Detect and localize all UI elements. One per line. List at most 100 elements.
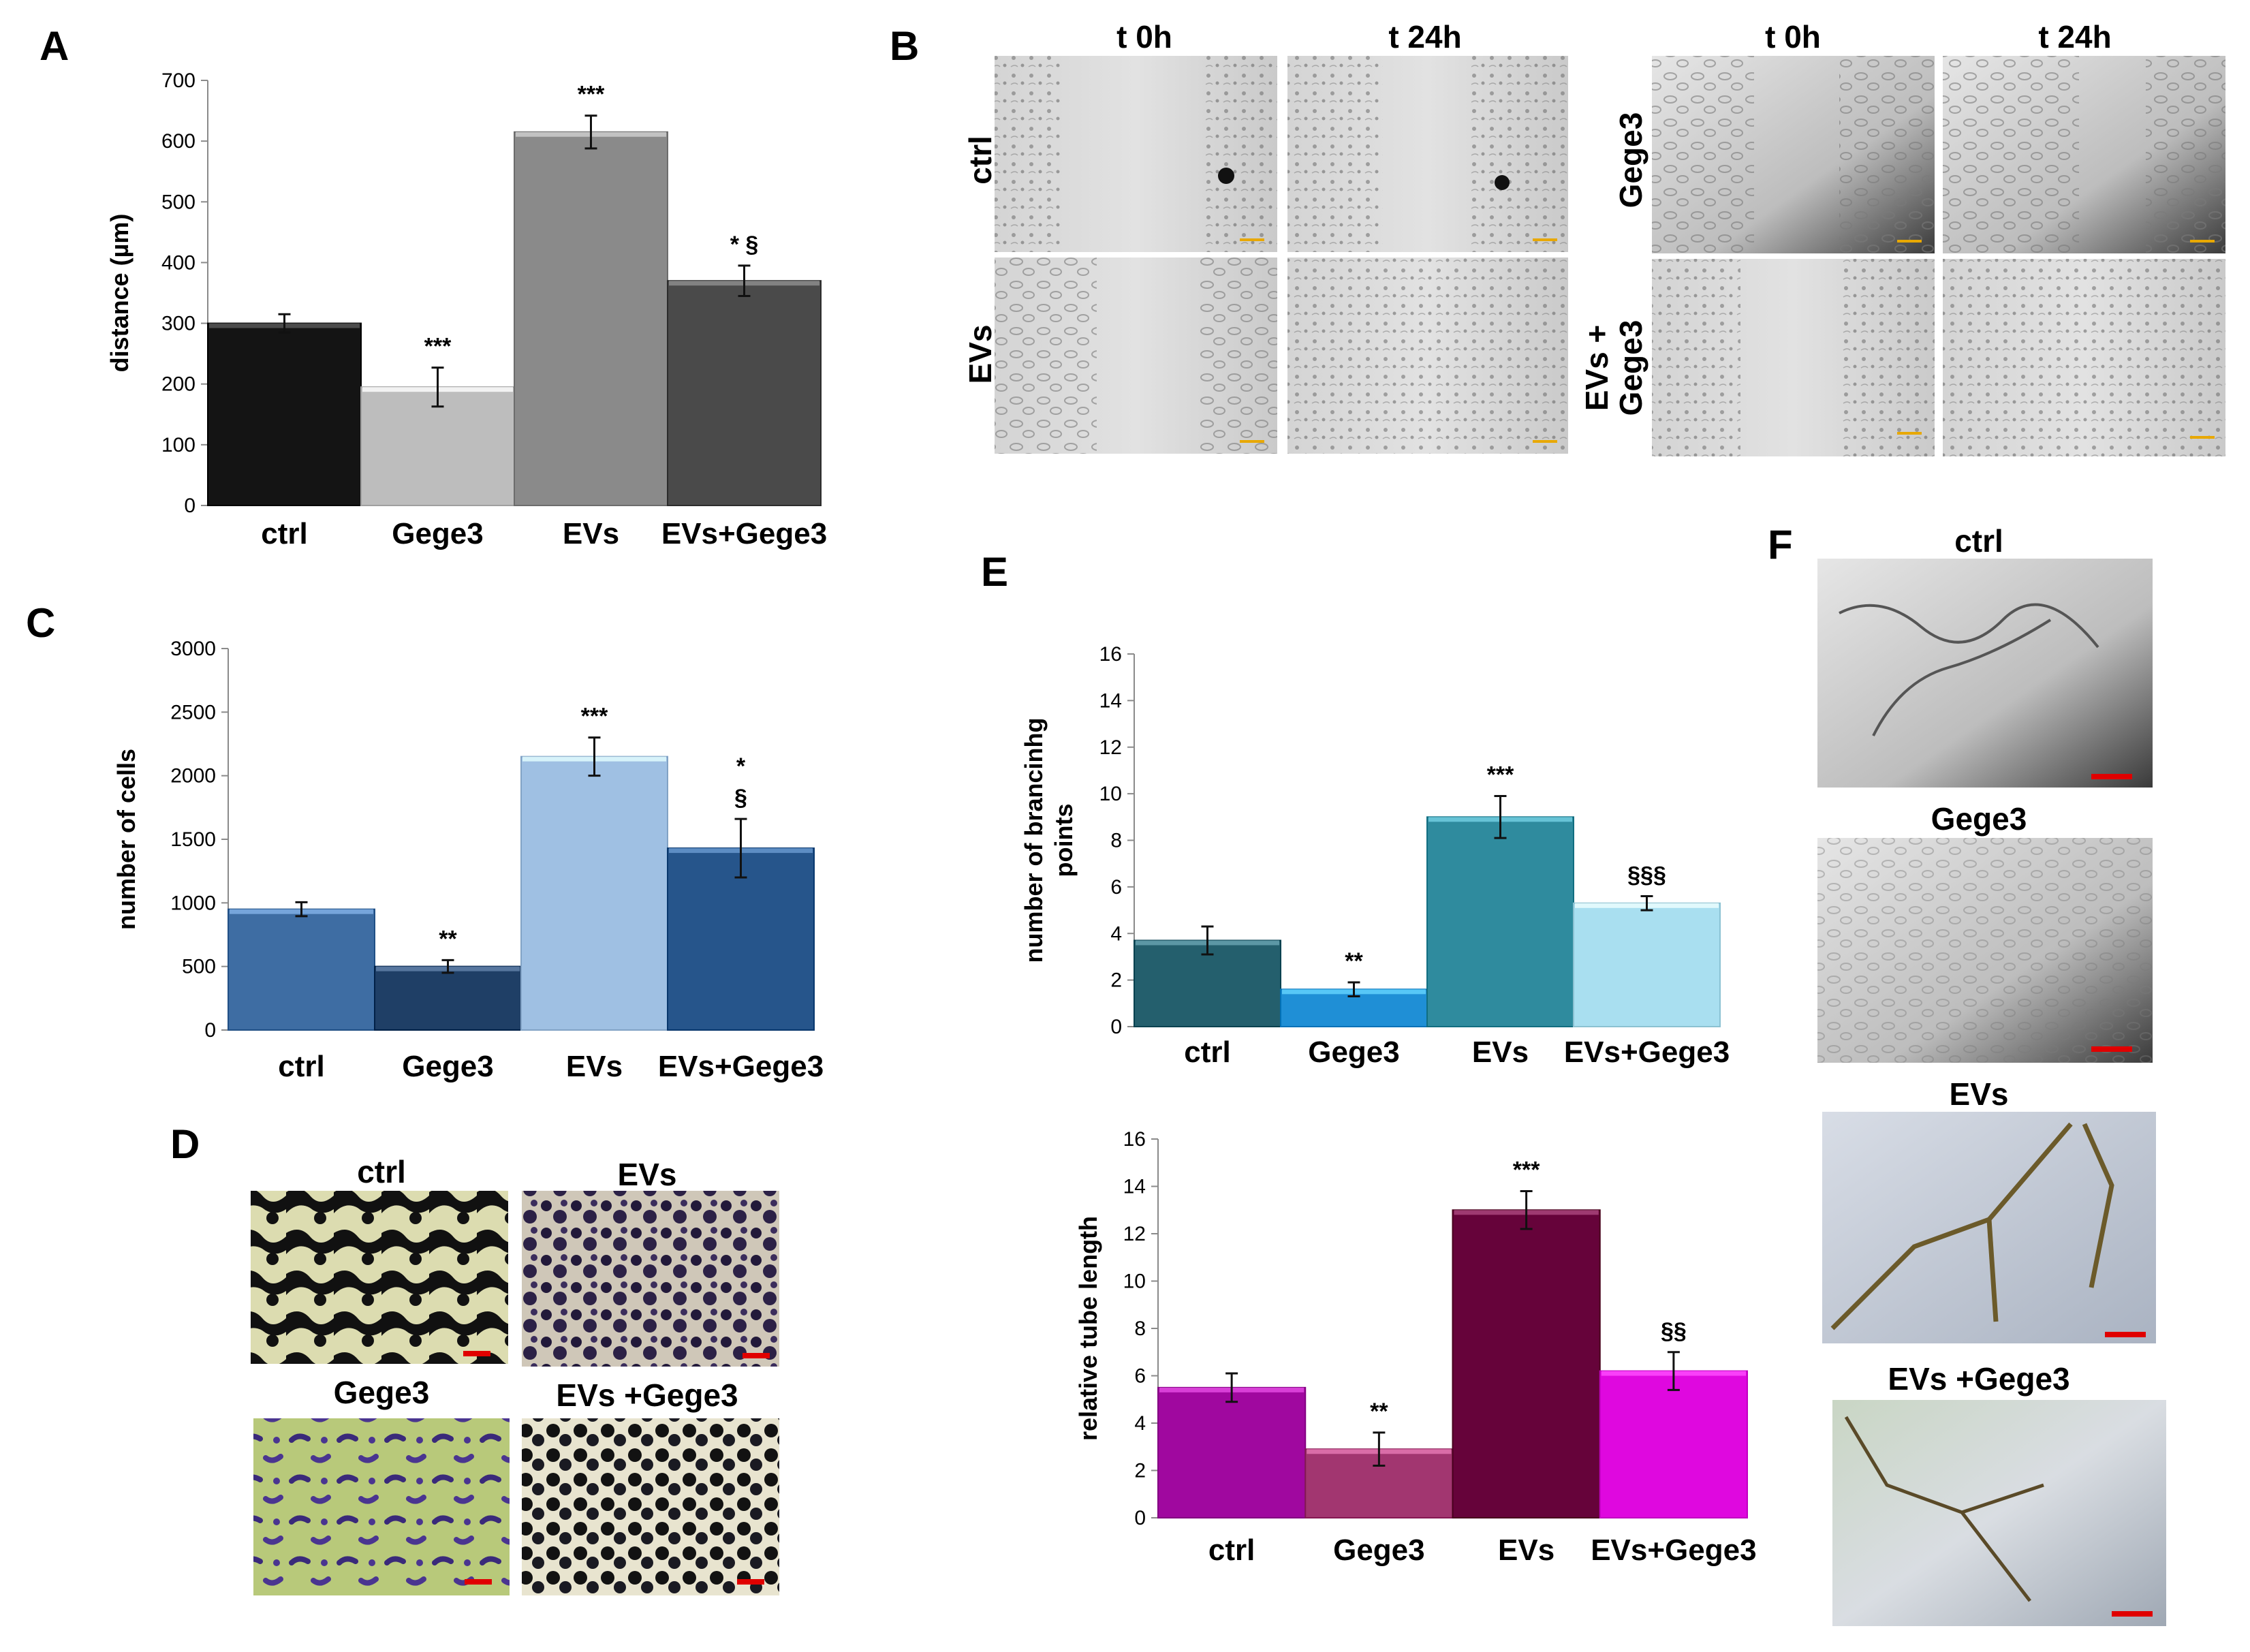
panel-d-micrograph-ctrl <box>251 1191 508 1364</box>
category-label: EVs <box>1498 1533 1554 1567</box>
panel-d-title-evs: EVs <box>618 1157 677 1192</box>
panel-d-micrograph-evs-gege3 <box>522 1418 779 1595</box>
y-tick-label: 14 <box>1123 1176 1146 1198</box>
bar <box>207 322 362 506</box>
significance-label: *** <box>581 704 608 730</box>
svg-text:Gege3: Gege3 <box>1613 320 1649 416</box>
y-tick-label: 6 <box>1110 876 1122 899</box>
y-tick-label: 1000 <box>170 892 216 914</box>
panel-b-row-label-evs: EVs <box>963 325 998 384</box>
panel-b-micrograph-gege3-24h <box>1943 56 2225 253</box>
y-tick-label: 12 <box>1099 736 1122 759</box>
y-axis-title: points <box>1050 804 1078 877</box>
y-tick-label: 16 <box>1099 643 1122 666</box>
bar <box>1573 902 1721 1028</box>
category-label: EVs <box>1472 1035 1529 1069</box>
y-axis-title: number of cells <box>112 749 140 930</box>
y-tick-label: 2 <box>1134 1460 1146 1482</box>
significance-label: *** <box>1487 762 1514 788</box>
chart-a-distance: 0 100 200 300 400 500 600 700 distance (µm) ctrl *… <box>106 69 827 550</box>
panel-c: C 0 500 1000 1500 2000 2500 3000 number of cell… <box>26 600 824 1083</box>
y-tick-label: 2000 <box>170 765 216 788</box>
panel-b-row-label-ctrl: ctrl <box>963 136 998 185</box>
panel-d-micrograph-evs <box>522 1191 779 1367</box>
panel-b-col-header-3: t 0h <box>1765 19 1821 54</box>
significance-label: ** <box>439 926 457 952</box>
bar <box>1157 1386 1307 1518</box>
panel-b: B t 0h t 24h t 0h t 24h ctrl EVs Gege3 E… <box>890 19 2225 456</box>
panel-letter-a: A <box>40 23 69 69</box>
y-tick-label: 500 <box>182 956 216 978</box>
bar <box>520 755 668 1031</box>
panel-f-micrograph-evs-gege3 <box>1832 1400 2166 1626</box>
category-label: EVs+Gege3 <box>1591 1533 1756 1567</box>
panel-f-title-evs-gege3: EVs +Gege3 <box>1888 1361 2069 1397</box>
y-tick-label: 700 <box>161 69 196 92</box>
y-tick-label: 0 <box>204 1019 216 1042</box>
panel-b-micrograph-evs-0h <box>995 258 1277 454</box>
panel-d-title-gege3: Gege3 <box>334 1375 430 1410</box>
bar <box>514 131 668 506</box>
bar <box>228 908 375 1031</box>
category-label: Gege3 <box>1308 1035 1400 1069</box>
y-tick-label: 10 <box>1099 783 1122 805</box>
bar <box>667 280 822 506</box>
panel-f-title-ctrl: ctrl <box>1954 523 2003 559</box>
panel-b-col-header-4: t 24h <box>2038 19 2111 54</box>
significance-label: ** <box>1370 1399 1388 1424</box>
category-label: ctrl <box>1208 1533 1255 1567</box>
panel-a: A 0 100 200 300 400 500 600 700 distance (µm) ctr… <box>40 23 827 550</box>
panel-letter-b: B <box>890 23 919 69</box>
chart-e-branching: 0 2 4 6 8 10 12 14 16 number of brancinhg points ct… <box>1020 643 1730 1069</box>
panel-letter-d: D <box>170 1121 200 1167</box>
panel-f-title-evs: EVs <box>1950 1076 2009 1112</box>
y-axis-title: distance (µm) <box>106 214 134 373</box>
significance-label: *** <box>578 82 605 108</box>
y-tick-label: 12 <box>1123 1223 1146 1245</box>
y-tick-label: 400 <box>161 251 196 274</box>
category-label: EVs <box>563 517 619 550</box>
panel-d-title-ctrl: ctrl <box>357 1154 406 1189</box>
y-tick-label: 500 <box>161 191 196 213</box>
panel-b-micrograph-evs-gege3-24h <box>1943 259 2225 456</box>
y-tick-label: 2500 <box>170 701 216 723</box>
y-tick-label: 200 <box>161 373 196 396</box>
y-tick-label: 8 <box>1110 830 1122 852</box>
y-tick-label: 600 <box>161 130 196 153</box>
category-label: EVs+Gege3 <box>1564 1035 1730 1069</box>
significance-label: §§§ <box>1627 862 1666 888</box>
panel-f: F ctrl Gege3 EVs EVs +Gege3 <box>1768 522 2166 1626</box>
y-axis-title: relative tube length <box>1074 1216 1102 1441</box>
y-tick-label: 3000 <box>170 638 216 660</box>
significance-label: *** <box>1513 1157 1540 1183</box>
significance-label: ** <box>1345 948 1363 974</box>
category-label: EVs <box>566 1050 623 1083</box>
y-tick-label: 0 <box>184 495 196 517</box>
panel-b-col-header-2: t 24h <box>1388 19 1461 54</box>
chart-c-cells: 0 500 1000 1500 2000 2500 3000 number of cells c… <box>112 638 824 1083</box>
panel-b-micrograph-ctrl-24h <box>1287 56 1568 252</box>
panel-e: E 0 2 4 6 8 10 12 14 16 number of brancinhg points… <box>981 549 1757 1567</box>
y-tick-label: 1500 <box>170 828 216 851</box>
category-label: ctrl <box>278 1050 324 1083</box>
panel-d: D ctrl EVs Gege3 EVs +Gege3 <box>170 1121 779 1595</box>
bar <box>1599 1370 1748 1519</box>
y-tick-label: 300 <box>161 313 196 335</box>
panel-f-micrograph-ctrl <box>1817 559 2153 788</box>
panel-b-micrograph-evs-gege3-0h <box>1652 259 1935 456</box>
panel-b-micrograph-gege3-0h <box>1652 56 1935 253</box>
panel-b-micrograph-evs-24h <box>1287 258 1568 454</box>
bar <box>1452 1209 1601 1518</box>
y-tick-label: 0 <box>1134 1507 1146 1529</box>
bar <box>1426 816 1574 1027</box>
y-tick-label: 4 <box>1110 922 1122 945</box>
category-label: ctrl <box>1184 1035 1230 1069</box>
y-tick-label: 2 <box>1110 969 1122 992</box>
y-tick-label: 0 <box>1110 1016 1122 1038</box>
panel-b-row-label-gege3: Gege3 <box>1613 112 1649 208</box>
y-tick-label: 8 <box>1134 1318 1146 1340</box>
panel-d-micrograph-gege3 <box>253 1418 510 1595</box>
y-axis-title: number of brancinhg <box>1020 718 1048 963</box>
category-label: EVs+Gege3 <box>661 517 827 550</box>
